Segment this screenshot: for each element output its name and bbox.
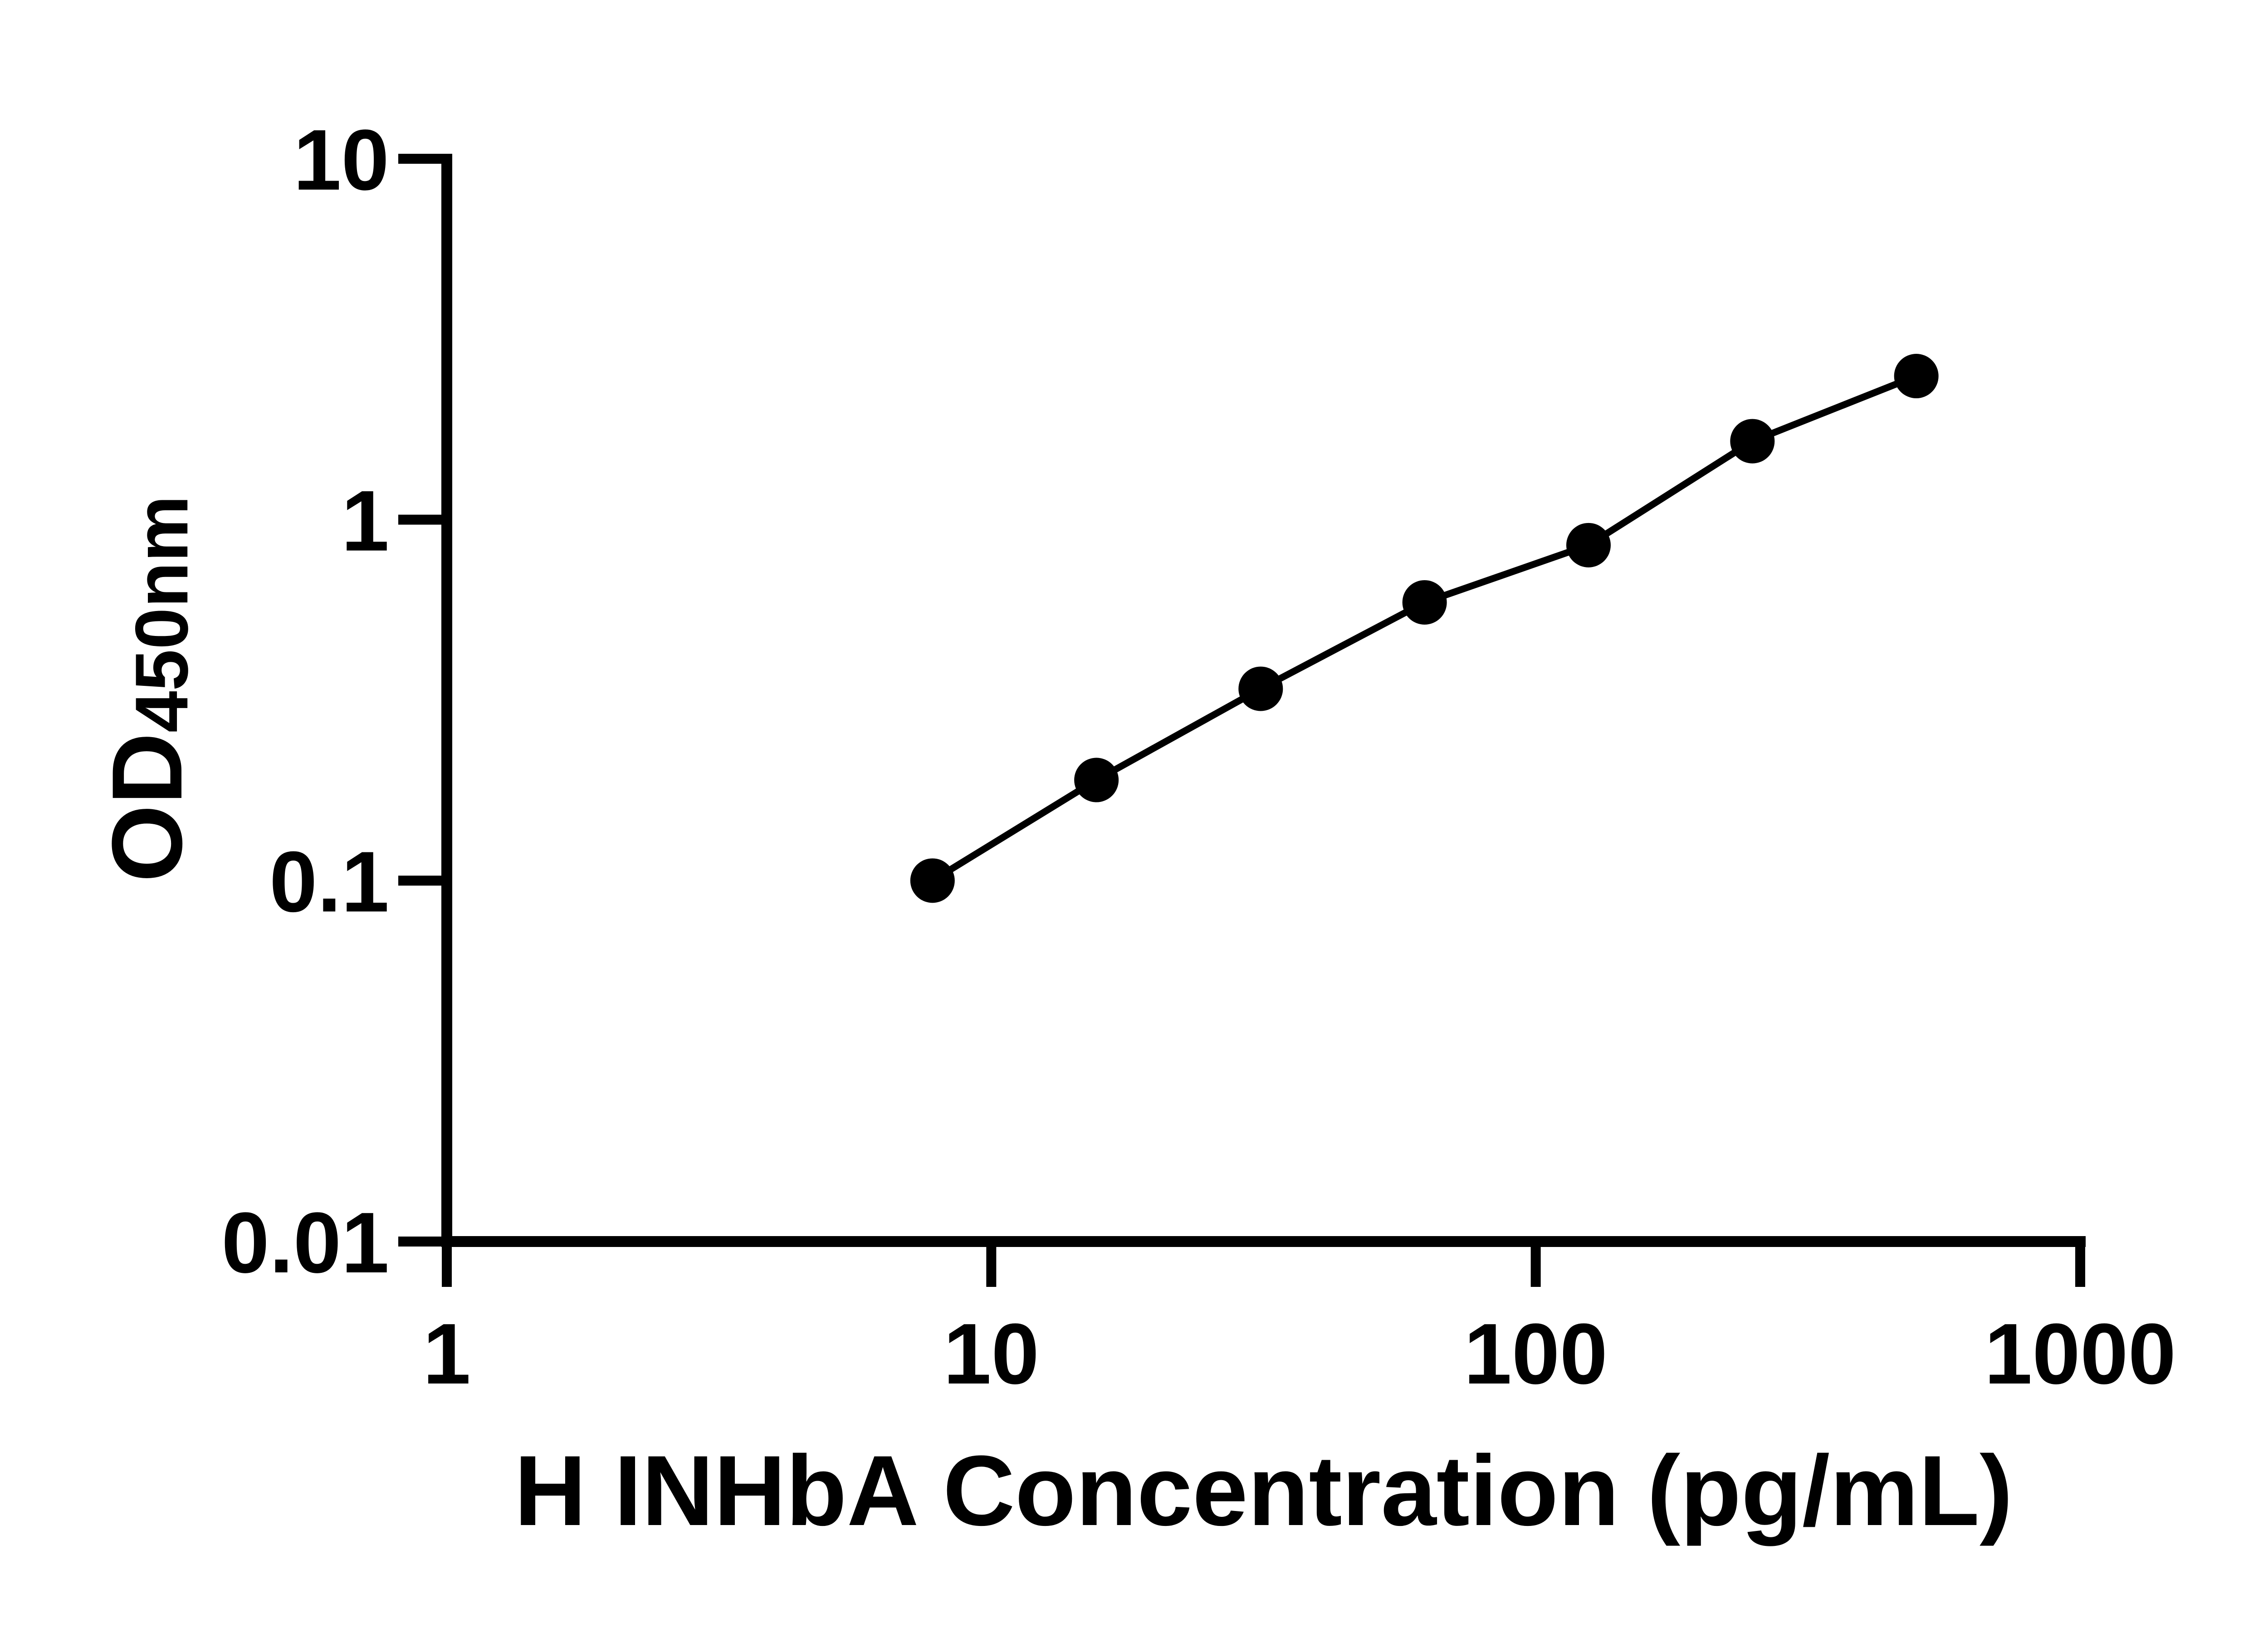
data-point <box>1730 419 1775 464</box>
y-axis-title-main: OD <box>91 733 203 882</box>
data-point <box>1238 666 1283 711</box>
y-tick-label: 0.1 <box>269 834 389 930</box>
y-axis-title-subscript: 450nm <box>120 495 204 733</box>
y-tick-label: 10 <box>293 112 389 208</box>
data-point <box>1894 354 1939 399</box>
x-tick-label: 100 <box>1464 1306 1608 1402</box>
data-series-layer <box>910 354 1939 903</box>
y-tick-label: 1 <box>341 473 389 569</box>
x-tick-label: 1 <box>423 1306 471 1402</box>
data-point <box>1074 758 1119 802</box>
y-axis-ticks <box>398 153 447 1247</box>
x-axis-ticks <box>442 1242 2085 1287</box>
data-point <box>910 858 955 903</box>
x-tick-label: 1000 <box>1984 1306 2176 1402</box>
y-tick-label: 0.01 <box>221 1195 389 1291</box>
x-axis-title: H INHbA Concentration (pg/mL) <box>514 1435 2013 1546</box>
x-axis-tick-labels: 1 10 100 1000 <box>423 1306 2176 1402</box>
y-axis-tick-labels: 10 1 0.1 0.01 <box>221 112 389 1291</box>
y-axis-title: OD450nm <box>91 495 203 882</box>
x-tick-label: 10 <box>943 1306 1039 1402</box>
data-point <box>1566 523 1611 567</box>
data-point <box>1402 580 1447 625</box>
